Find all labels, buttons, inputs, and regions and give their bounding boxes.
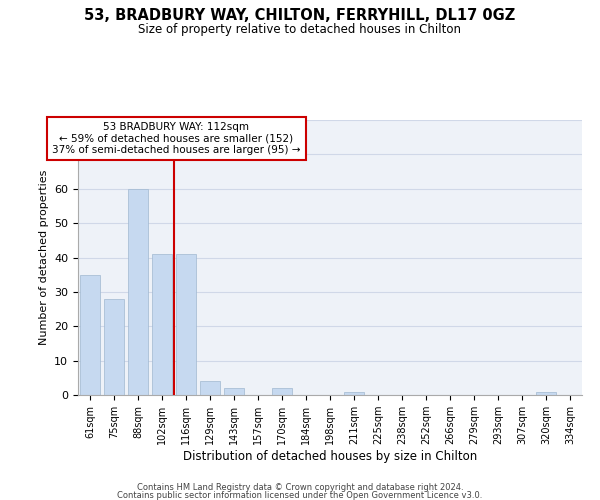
Bar (200, 381, 220, 395)
Bar (344, 392, 364, 395)
Text: Contains public sector information licensed under the Open Government Licence v3: Contains public sector information licen… (118, 492, 482, 500)
Text: Size of property relative to detached houses in Chilton: Size of property relative to detached ho… (139, 22, 461, 36)
X-axis label: Distribution of detached houses by size in Chilton: Distribution of detached houses by size … (183, 450, 477, 463)
Bar (128, 188, 148, 395)
Bar (104, 298, 124, 395)
Bar (536, 392, 556, 395)
Bar (272, 388, 292, 395)
Bar (152, 254, 172, 395)
Text: 53, BRADBURY WAY, CHILTON, FERRYHILL, DL17 0GZ: 53, BRADBURY WAY, CHILTON, FERRYHILL, DL… (85, 8, 515, 22)
Text: 53 BRADBURY WAY: 112sqm
← 59% of detached houses are smaller (152)
37% of semi-d: 53 BRADBURY WAY: 112sqm ← 59% of detache… (52, 122, 301, 155)
Y-axis label: Number of detached properties: Number of detached properties (38, 170, 49, 345)
Bar (176, 254, 196, 395)
Bar (80, 274, 100, 395)
Bar (224, 388, 244, 395)
Text: Contains HM Land Registry data © Crown copyright and database right 2024.: Contains HM Land Registry data © Crown c… (137, 483, 463, 492)
